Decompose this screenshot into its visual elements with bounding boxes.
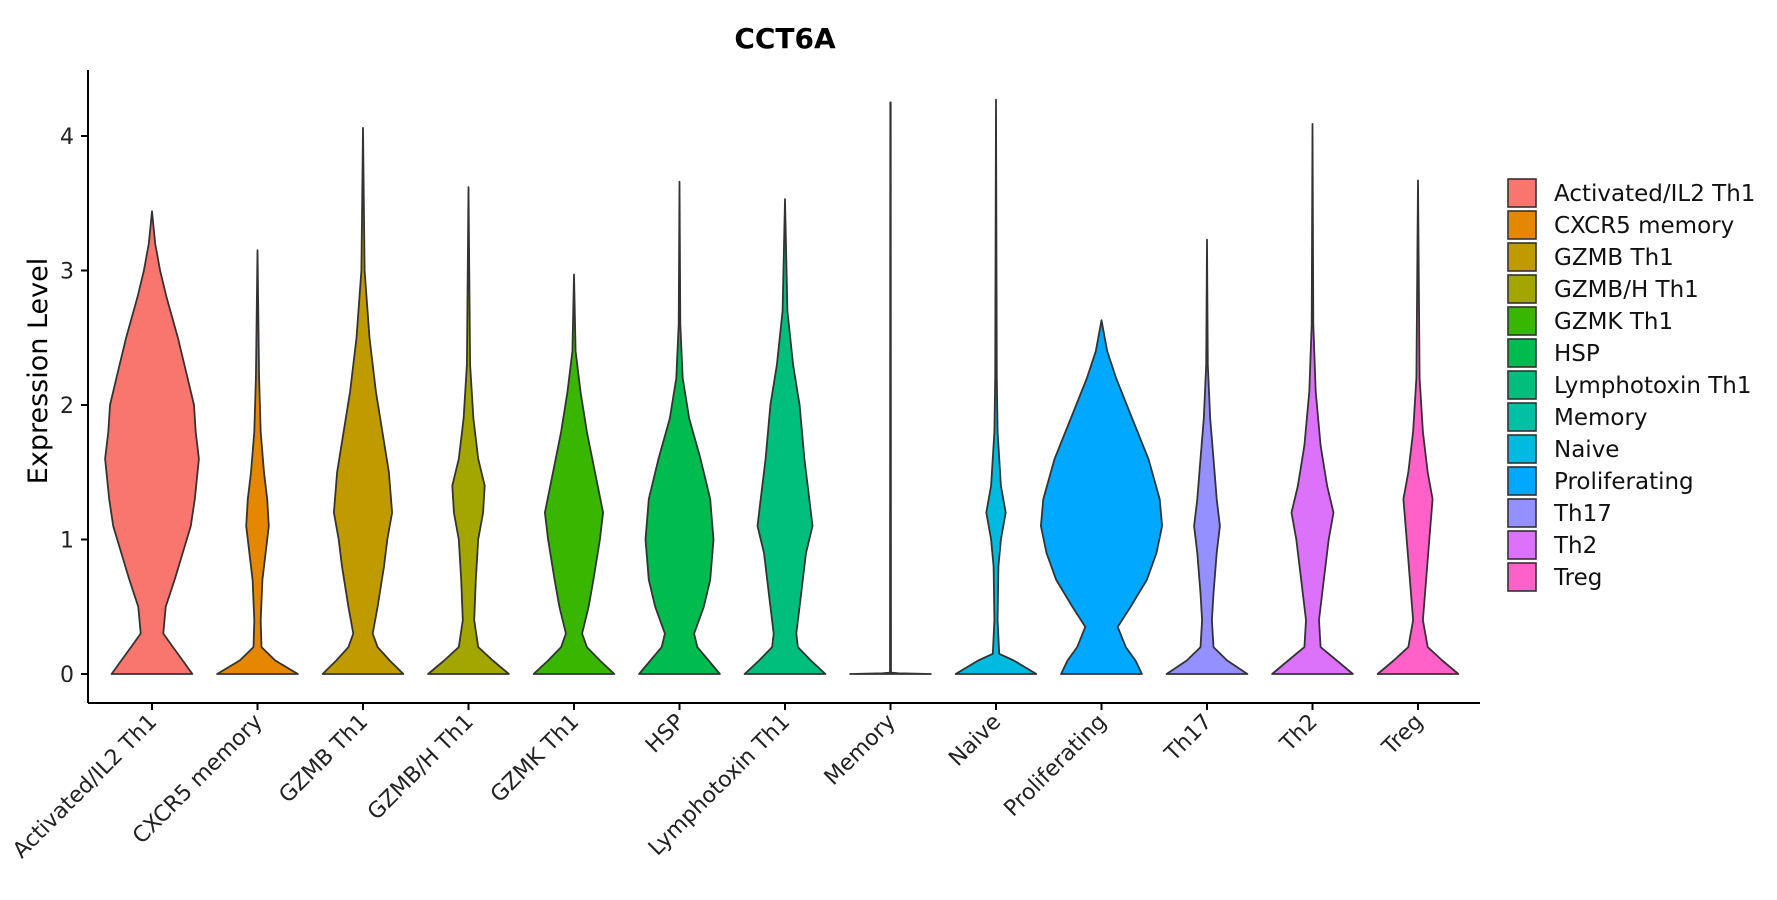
legend: Activated/IL2 Th1 CXCR5 memory GZMB Th1 GZM…: [1507, 178, 1755, 592]
legend-swatch: [1507, 370, 1537, 400]
legend-swatch: [1507, 466, 1537, 496]
legend-swatch: [1507, 434, 1537, 464]
legend-swatch: [1507, 338, 1537, 368]
legend-swatch: [1507, 402, 1537, 432]
y-tick-label: 1: [60, 529, 74, 554]
violin-cxcr5-memory: [216, 249, 299, 675]
y-tick-label: 2: [60, 394, 74, 419]
legend-label: GZMB Th1: [1554, 245, 1674, 271]
x-tick-label: HSP: [641, 710, 690, 759]
legend-label: GZMK Th1: [1554, 309, 1673, 335]
y-tick-label: 3: [60, 260, 74, 285]
legend-label: Lymphotoxin Th1: [1554, 373, 1752, 399]
violin-gzmk-th1: [532, 273, 616, 675]
violin-proliferating: [1040, 319, 1163, 675]
legend-swatch: [1507, 306, 1537, 336]
legend-swatch: [1507, 498, 1537, 528]
legend-label: Memory: [1554, 405, 1648, 431]
legend-label: Proliferating: [1554, 469, 1694, 495]
legend-label: CXCR5 memory: [1554, 213, 1734, 239]
violin-hsp: [638, 180, 721, 675]
y-tick-label: 4: [60, 125, 74, 150]
violin-gzmb-th1: [321, 127, 405, 675]
legend-label: GZMB/H Th1: [1554, 277, 1699, 303]
violin-treg: [1376, 179, 1460, 675]
violin-naive: [954, 98, 1038, 675]
violin-lymphotoxin-th1: [743, 198, 827, 675]
x-tick-label: Proliferating: [1000, 710, 1112, 822]
x-tick-label: Th2: [1275, 710, 1323, 758]
x-tick-label: GZMB Th1: [275, 710, 374, 809]
y-axis-label: Expression Level: [23, 258, 54, 484]
legend-label: Naive: [1554, 437, 1619, 463]
legend-swatch: [1507, 178, 1537, 208]
legend-swatch: [1507, 242, 1537, 272]
x-tick-label: Memory: [820, 710, 901, 791]
legend-label: Th2: [1553, 533, 1597, 559]
y-tick-label: 0: [60, 663, 74, 688]
legend-label: Th17: [1553, 501, 1612, 527]
legend-swatch: [1507, 210, 1537, 240]
legend-swatch: [1507, 562, 1537, 592]
violin-th2: [1271, 123, 1354, 675]
violin-th17: [1165, 238, 1249, 675]
x-tick-label: GZMB/H Th1: [363, 710, 479, 826]
x-tick-label: Naive: [944, 710, 1006, 772]
x-tick-label: GZMK Th1: [486, 710, 584, 808]
legend-label: HSP: [1554, 341, 1600, 367]
violins-group: [104, 98, 1460, 675]
violin-gzmb-h-th1: [427, 186, 510, 675]
legend-swatch: [1507, 274, 1537, 304]
legend-label: Treg: [1553, 565, 1602, 591]
chart-title: CCT6A: [734, 22, 836, 55]
legend-label: Activated/IL2 Th1: [1554, 181, 1755, 207]
legend-swatch: [1507, 530, 1537, 560]
y-ticks-group: 0 1 2 3 4: [60, 125, 88, 688]
violin-activated-il2-th1: [104, 210, 200, 675]
violin-memory: [849, 101, 932, 675]
x-tick-label: Th17: [1160, 710, 1218, 768]
x-tick-label: Treg: [1377, 710, 1428, 761]
